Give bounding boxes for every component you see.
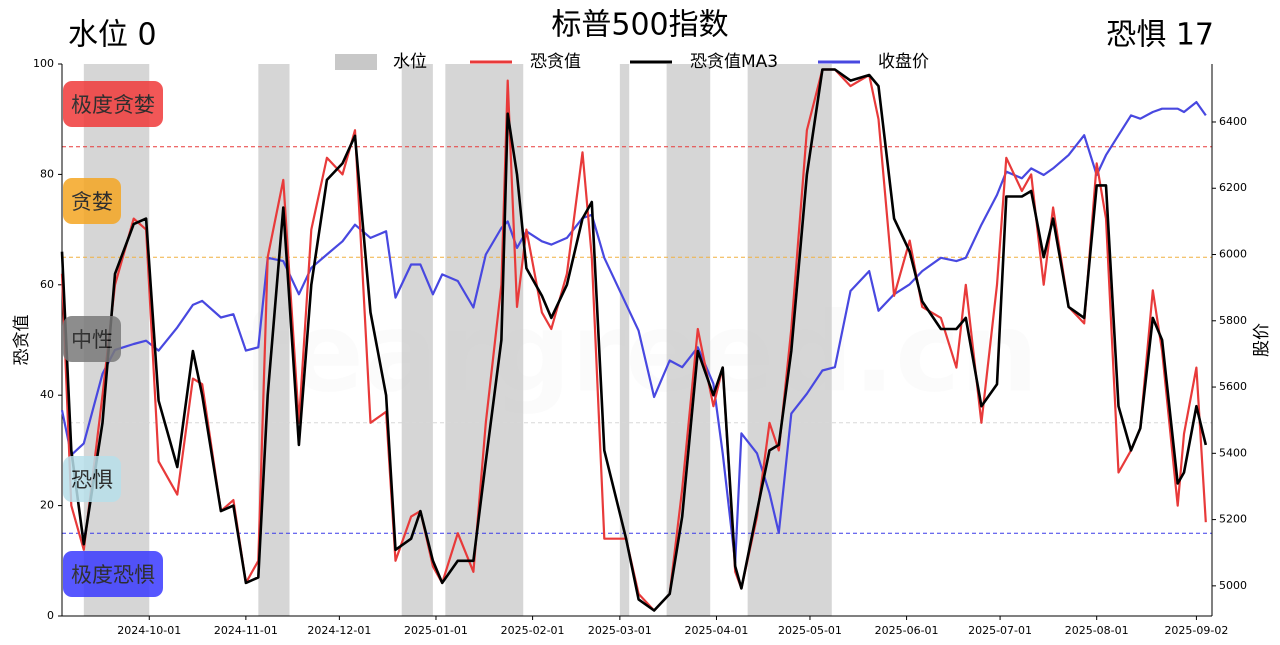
x-tick-label: 2025-07-01 bbox=[968, 624, 1032, 637]
zone-label: 贪婪 bbox=[63, 178, 121, 224]
water-band bbox=[619, 64, 630, 616]
y-tick-label: 40 bbox=[40, 388, 54, 401]
y-tick-label: 80 bbox=[40, 167, 54, 180]
y2-tick-label: 5400 bbox=[1219, 446, 1247, 459]
water-level-label: 水位 0 bbox=[68, 18, 157, 53]
x-tick-label: 2025-01-01 bbox=[404, 624, 468, 637]
y2-tick-label: 5800 bbox=[1219, 314, 1247, 327]
zone-label: 恐惧 bbox=[63, 456, 121, 502]
y2-tick-label: 6400 bbox=[1219, 115, 1247, 128]
x-tick-label: 2025-02-01 bbox=[501, 624, 565, 637]
fear-label: 恐惧 17 bbox=[1106, 18, 1214, 53]
x-tick-label: 2025-05-01 bbox=[778, 624, 842, 637]
series-line bbox=[60, 68, 1208, 612]
y2-tick-label: 5200 bbox=[1219, 513, 1247, 526]
zone-label: 中性 bbox=[63, 316, 121, 362]
x-tick-label: 2025-09-02 bbox=[1164, 624, 1228, 637]
chart-title: 标普500指数 bbox=[551, 8, 728, 43]
x-tick-label: 2024-11-01 bbox=[214, 624, 278, 637]
y2-tick-label: 5600 bbox=[1219, 380, 1247, 393]
legend-label: 恐贪值 bbox=[530, 52, 581, 72]
x-tick-label: 2024-10-01 bbox=[117, 624, 181, 637]
x-tick-label: 2024-12-01 bbox=[307, 624, 371, 637]
zone-label: 极度贪婪 bbox=[63, 81, 163, 127]
series-line bbox=[60, 101, 1207, 564]
legend-label: 收盘价 bbox=[878, 52, 929, 72]
legend-label: 恐贪值MA3 bbox=[690, 52, 778, 72]
y-axis-label: 恐贪值 bbox=[12, 315, 32, 366]
x-tick-label: 2025-08-01 bbox=[1065, 624, 1129, 637]
legend: 水位 恐贪值 恐贪值MA3 收盘价 bbox=[335, 52, 929, 72]
x-tick-label: 2025-06-01 bbox=[875, 624, 939, 637]
y-tick-label: 20 bbox=[40, 499, 54, 512]
legend-swatch bbox=[335, 54, 377, 70]
x-tick-label: 2025-04-01 bbox=[685, 624, 749, 637]
y2-tick-label: 5000 bbox=[1219, 579, 1247, 592]
y-tick-label: 0 bbox=[47, 609, 54, 622]
water-band bbox=[666, 64, 711, 616]
y2-axis-label: 股价 bbox=[1252, 323, 1272, 357]
y2-tick-label: 6200 bbox=[1219, 181, 1247, 194]
y-tick-label: 100 bbox=[33, 57, 54, 70]
water-band bbox=[258, 64, 290, 616]
y2-tick-label: 6000 bbox=[1219, 248, 1247, 261]
zone-label: 极度恐惧 bbox=[63, 551, 163, 597]
y-tick-label: 60 bbox=[40, 278, 54, 291]
watermark: feargreed.cn bbox=[241, 288, 1038, 416]
legend-label: 水位 bbox=[393, 52, 427, 72]
x-tick-label: 2025-03-01 bbox=[588, 624, 652, 637]
